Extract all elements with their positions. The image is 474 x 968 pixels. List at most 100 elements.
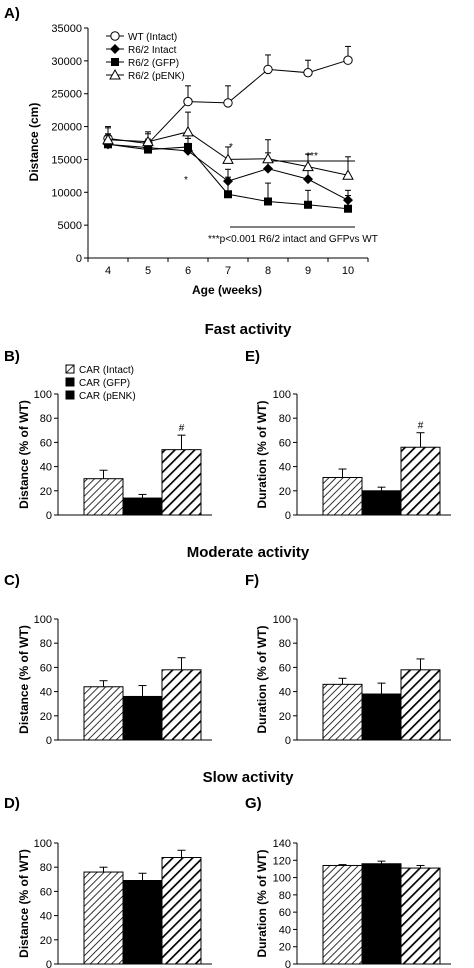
- bar-d-0: [83, 871, 124, 965]
- y-axis-title-e: Duration (% of WT): [255, 401, 269, 509]
- x-axis-title-a: Age (weeks): [192, 283, 262, 297]
- series-3-a: [102, 111, 354, 180]
- data-point-a: [304, 200, 312, 209]
- x-tick-label-a: 9: [305, 265, 311, 277]
- panel-label-e: E): [245, 348, 260, 365]
- y-tick-label-d: 20: [40, 935, 52, 947]
- panel-b-bar-chart: B) Distance (% of WT) 0 20 40 60 80 100 # CAR (In…: [4, 348, 212, 522]
- x-tick-label-a: 4: [105, 265, 111, 277]
- bar-c-2: [161, 669, 202, 741]
- y-tick-label-f: 0: [285, 735, 291, 747]
- y-tick-label-b: 60: [40, 437, 52, 449]
- legend-marker-a: [109, 68, 121, 80]
- panel-label-f: F): [245, 572, 259, 589]
- bar-b-2: [161, 449, 202, 516]
- data-point-a: [224, 190, 232, 199]
- data-point-a: [262, 152, 274, 164]
- legend-swatch-b: [65, 390, 75, 400]
- y-tick-label-g: 80: [279, 890, 291, 902]
- y-axis-title-g: Duration (% of WT): [255, 850, 269, 958]
- data-point-a: [184, 142, 192, 151]
- section-title-fast: Fast activity: [205, 321, 292, 338]
- y-tick-label-a: 20000: [51, 122, 82, 134]
- y-tick-label-c: 80: [40, 638, 52, 650]
- y-tick-label-b: 100: [34, 389, 52, 401]
- data-point-a: [302, 160, 314, 172]
- y-tick-label-g: 40: [279, 924, 291, 936]
- y-tick-label-f: 60: [279, 662, 291, 674]
- data-point-a: [263, 64, 273, 75]
- y-tick-label-g: 20: [279, 942, 291, 954]
- y-axis-title-a: Distance (cm): [27, 103, 41, 182]
- section-title-slow: Slow activity: [203, 769, 295, 786]
- legend-marker-a: [111, 58, 119, 66]
- bar-e-1: [361, 490, 402, 516]
- bar-g-1: [361, 863, 402, 965]
- bar-g-0: [322, 864, 363, 965]
- axes-a: 0 5000 10000 15000 20000 25000 30000 35000 4 5 6 7 8…: [51, 23, 369, 277]
- panel-c-bar-chart: C) Distance (% of WT) 0 20 40 60 80 100: [4, 572, 212, 747]
- x-tick-label-a: 6: [185, 265, 191, 277]
- x-tick-label-a: 8: [265, 265, 271, 277]
- y-tick-label-c: 100: [34, 614, 52, 626]
- significance-star-week7: *: [229, 142, 233, 153]
- bar-e-2: [400, 446, 441, 516]
- y-tick-label-a: 0: [76, 253, 82, 265]
- significance-mark-e: #: [418, 421, 424, 432]
- y-axis-title-c: Distance (% of WT): [17, 625, 31, 734]
- panel-d-bar-chart: D) Distance (% of WT) 0 20 40 60 80 100: [4, 795, 212, 968]
- x-tick-label-a: 10: [342, 265, 354, 277]
- panel-e-bar-chart: E) Duration (% of WT) 0 20 40 60 80 100 #: [245, 348, 451, 522]
- data-point-a: [222, 153, 234, 164]
- bar-c-0: [83, 686, 124, 741]
- data-point-a: [303, 174, 313, 185]
- series-0-a: [103, 45, 353, 149]
- y-tick-label-f: 20: [279, 711, 291, 723]
- data-point-a: [303, 67, 313, 78]
- y-tick-label-g: 60: [279, 907, 291, 919]
- data-point-a: [144, 145, 152, 154]
- y-tick-label-f: 100: [273, 614, 291, 626]
- significance-note-lower: ***p<0.001 R6/2 intact and GFPvs WT: [208, 234, 378, 245]
- bar-d-2: [161, 857, 202, 965]
- y-axis-title-d: Distance (% of WT): [17, 849, 31, 958]
- y-tick-label-b: 0: [46, 510, 52, 522]
- significance-star-week6: *: [184, 175, 188, 186]
- bar-g-2: [400, 867, 441, 965]
- data-point-a: [182, 125, 194, 137]
- y-tick-label-f: 80: [279, 638, 291, 650]
- legend-a: WT (Intact) R6/2 Intact R6/2 (GFP) R6/2 (pE…: [106, 31, 185, 82]
- bar-c-1: [122, 695, 163, 741]
- data-point-a: [344, 204, 352, 213]
- y-tick-label-d: 100: [34, 838, 52, 850]
- legend-marker-a: [110, 31, 120, 41]
- legend-label-b: CAR (pENK): [79, 391, 136, 402]
- legend-swatch-b: [65, 377, 75, 387]
- significance-bracket-upper: ***: [272, 151, 355, 162]
- data-point-a: [223, 98, 233, 108]
- legend-marker-a: [110, 44, 120, 54]
- y-axis-title-f: Duration (% of WT): [255, 626, 269, 734]
- y-tick-label-g: 120: [273, 855, 291, 867]
- y-tick-label-e: 100: [273, 389, 291, 401]
- panel-a-line-chart: A) Distance (cm) Age (weeks) 0 5000 10000 1…: [4, 5, 378, 297]
- legend-label-b: CAR (Intact): [79, 365, 134, 376]
- legend-label-b: CAR (GFP): [79, 378, 130, 389]
- y-tick-label-b: 80: [40, 413, 52, 425]
- significance-mark-b: #: [179, 423, 185, 434]
- data-point-a: [104, 140, 112, 149]
- bar-b-1: [122, 497, 163, 516]
- bar-b-0: [83, 478, 124, 516]
- bar-f-0: [322, 683, 363, 741]
- y-tick-label-a: 25000: [51, 89, 82, 101]
- y-tick-label-d: 0: [46, 959, 52, 968]
- series-2-a: [104, 135, 352, 213]
- y-tick-label-d: 80: [40, 862, 52, 874]
- y-tick-label-g: 140: [273, 838, 291, 850]
- panel-label-a: A): [4, 5, 20, 22]
- y-tick-label-f: 40: [279, 687, 291, 699]
- y-tick-label-d: 60: [40, 886, 52, 898]
- bar-f-1: [361, 693, 402, 741]
- data-point-a: [183, 96, 193, 107]
